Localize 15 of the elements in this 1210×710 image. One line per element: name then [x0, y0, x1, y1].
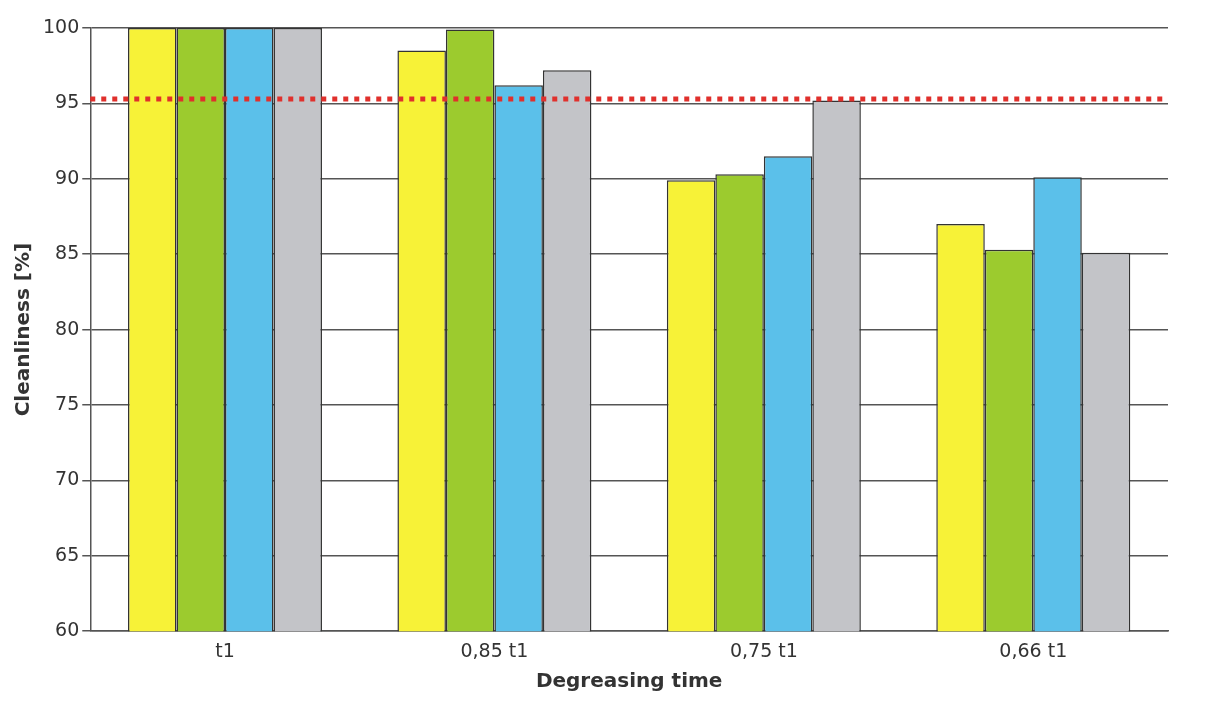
y-tick-label: 65: [55, 542, 80, 565]
y-tick-label: 80: [55, 316, 80, 339]
y-tick-label: 85: [55, 241, 80, 264]
y-tick-label: 75: [55, 391, 80, 414]
x-tick-label: 0,75 t1: [729, 638, 798, 661]
y-tick-label: 70: [55, 467, 80, 490]
y-tick-label: 100: [43, 14, 80, 37]
x-tick-label: 0,85 t1: [460, 638, 529, 661]
y-tick-label: 95: [55, 90, 80, 113]
x-tick-label: 0,66 t1: [999, 638, 1068, 661]
x-axis-title: Degreasing time: [535, 668, 723, 693]
y-axis-title: Cleanliness [%]: [10, 242, 35, 417]
x-tick-label: t1: [215, 638, 235, 661]
y-tick-label: 90: [55, 165, 80, 188]
y-tick-label: 60: [55, 618, 80, 641]
